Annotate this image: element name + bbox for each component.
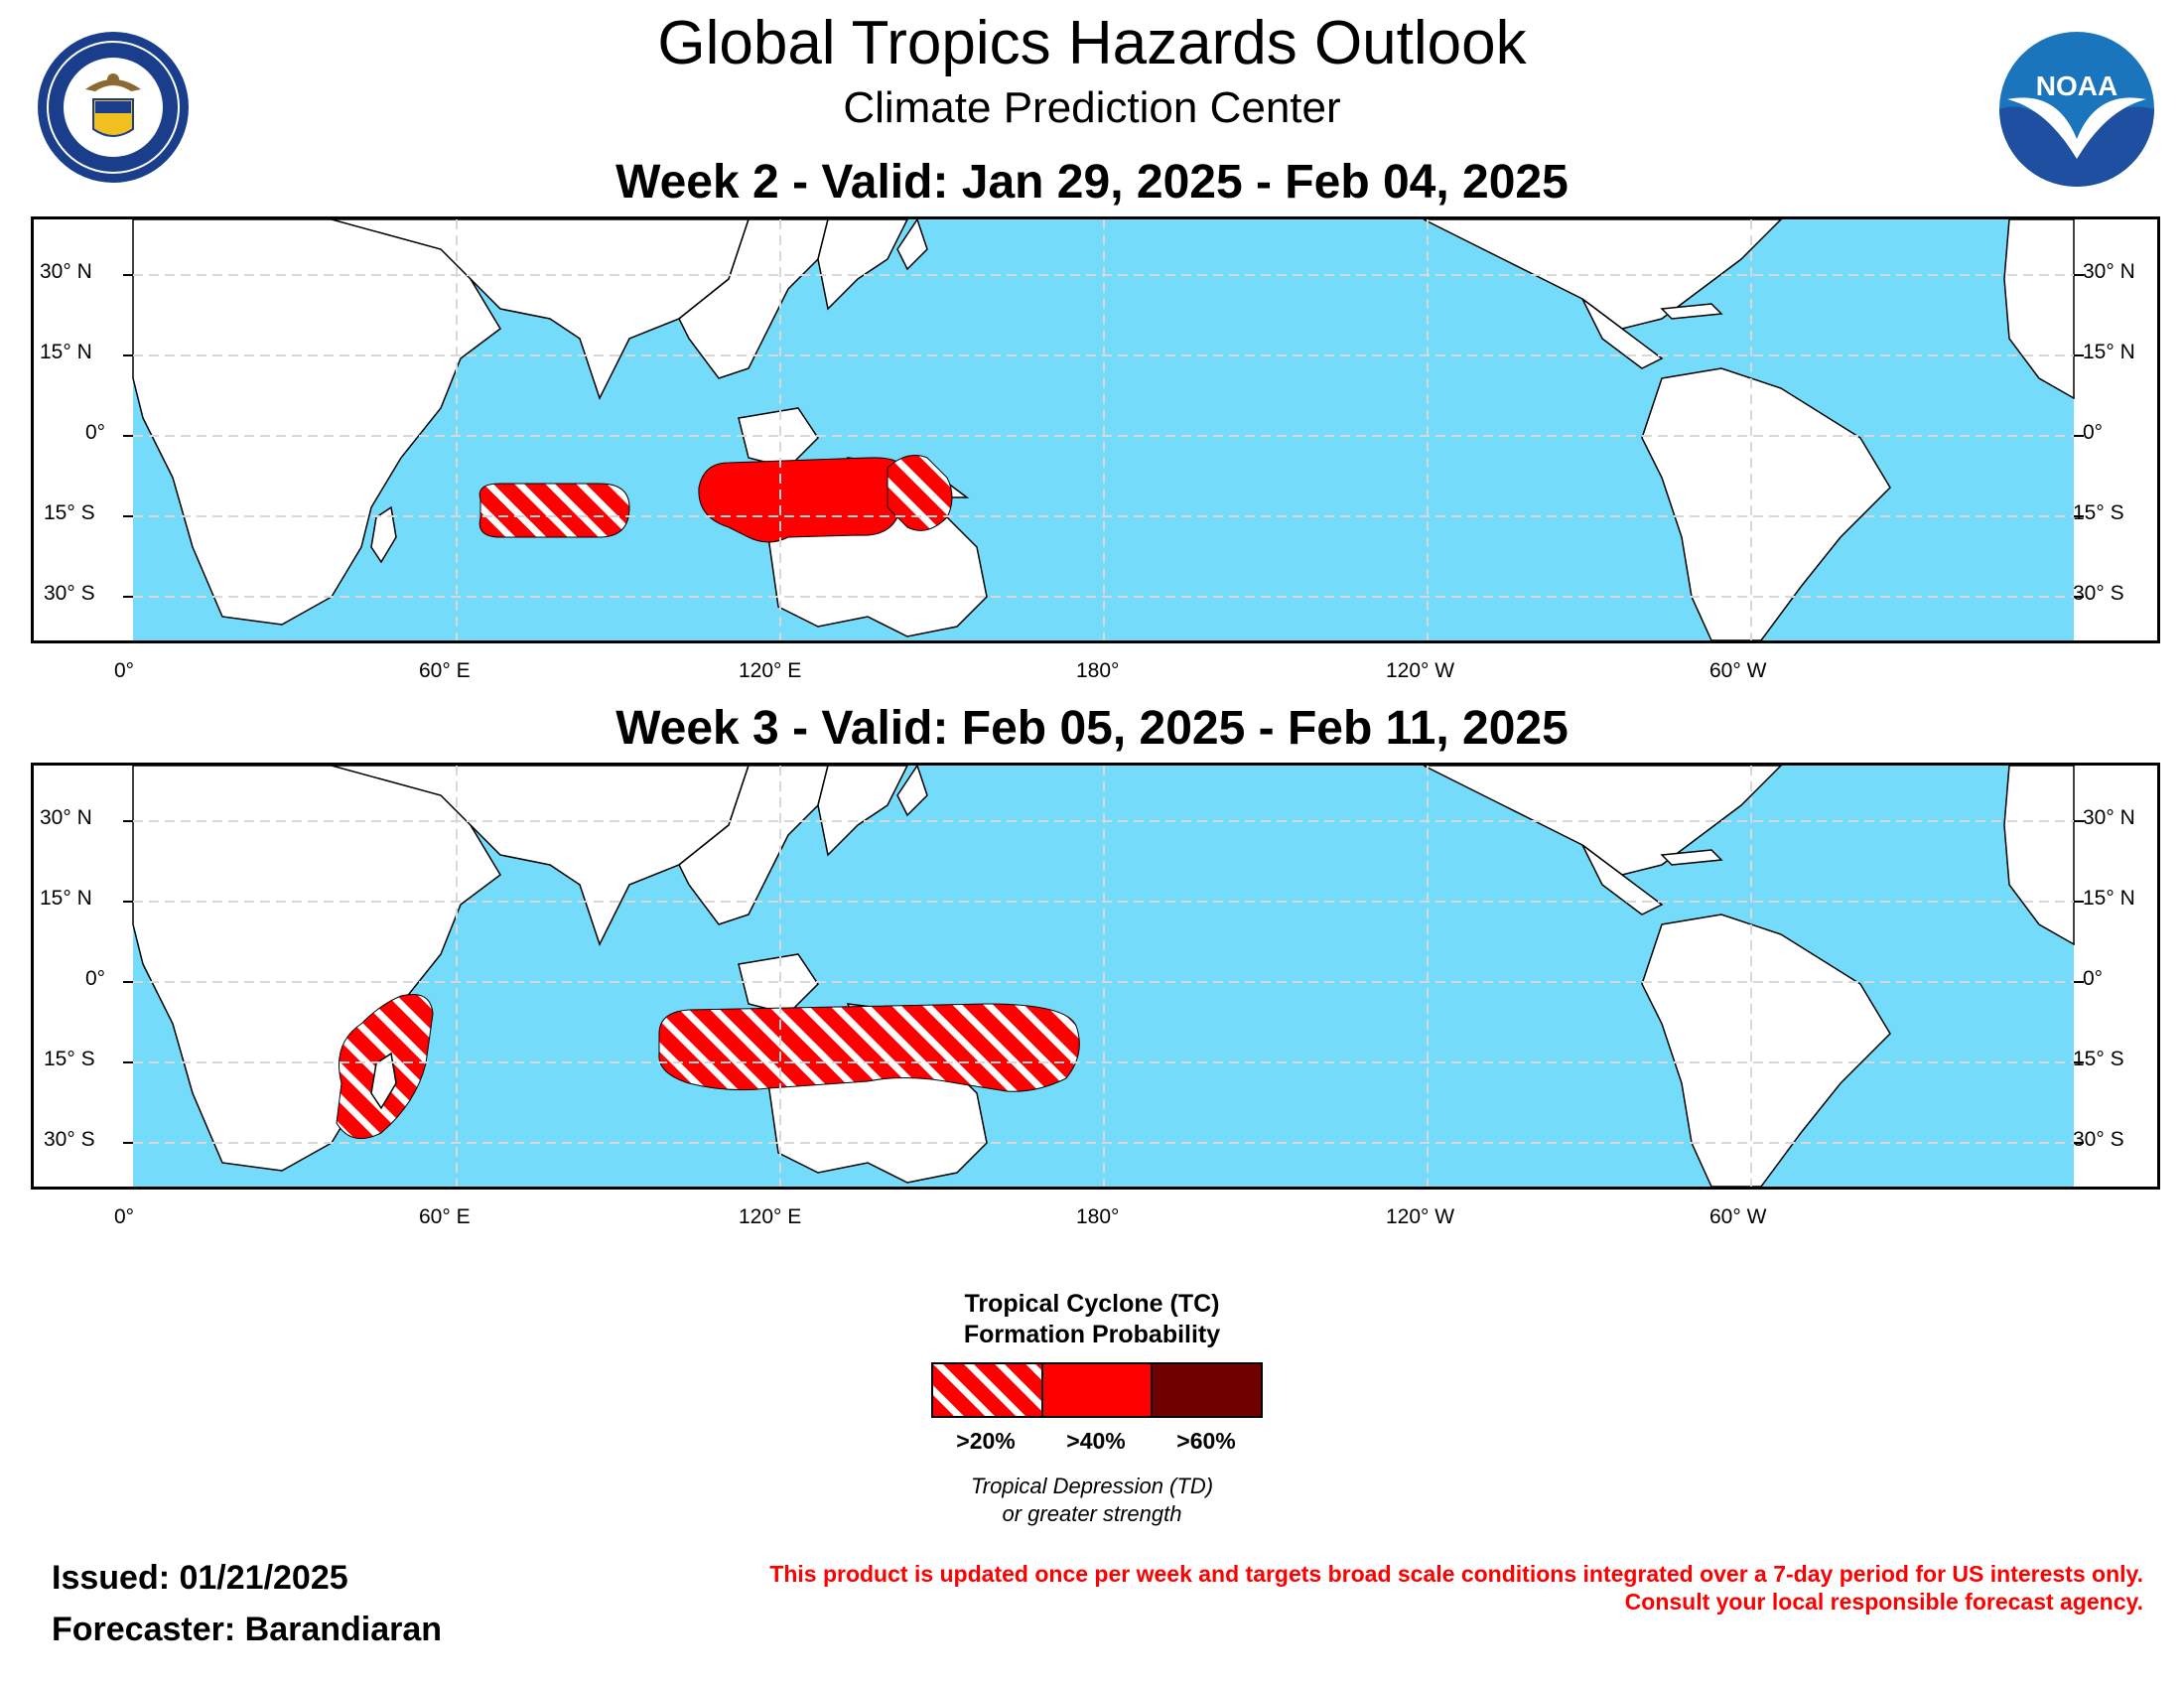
week3-lat-left-label: 15° S xyxy=(44,1048,95,1070)
doc-seal-icon xyxy=(36,30,191,185)
week2-lat-right-label: 15° S xyxy=(2073,501,2124,524)
week2-hazard-nw-australia xyxy=(698,457,908,543)
legend-color-bar xyxy=(931,1362,1263,1418)
week3-hazard-australia-coral xyxy=(658,1003,1080,1092)
week2-lat-left-label: 30° S xyxy=(44,582,95,605)
legend-label-20: >20% xyxy=(956,1428,1016,1454)
week2-lat-left-label: 15° N xyxy=(40,341,92,363)
week3-lat-right-label: 30° N xyxy=(2083,806,2135,829)
week3-lat-right-label: 0° xyxy=(2083,967,2104,990)
week2-lat-left-label: 0° xyxy=(85,421,106,444)
week3-title: Week 3 - Valid: Feb 05, 2025 - Feb 11, 2… xyxy=(615,702,1569,755)
week2-lon-label: 120° W xyxy=(1386,659,1455,682)
week2-lat-left-label: 15° S xyxy=(44,501,95,524)
week3-lon-label: 120° E xyxy=(739,1205,802,1228)
legend-title-line2: Formation Probability xyxy=(963,1321,1221,1348)
week2-lat-right-label: 30° N xyxy=(2083,260,2135,283)
week2-lon-label: 60° W xyxy=(1709,659,1767,682)
week2-lat-right-label: 30° S xyxy=(2073,582,2124,605)
week2-lat-right-label: 0° xyxy=(2083,421,2104,444)
legend-swatch-20 xyxy=(933,1364,1042,1416)
page-title: Global Tropics Hazards Outlook xyxy=(657,9,1527,77)
issued-date: Issued: 01/21/2025 xyxy=(52,1559,348,1597)
legend-note-line1: Tropical Depression (TD) xyxy=(970,1474,1214,1498)
legend-title-line1: Tropical Cyclone (TC) xyxy=(964,1290,1220,1318)
week3-lat-left-label: 30° N xyxy=(40,806,92,829)
week3-lon-label: 60° E xyxy=(419,1205,471,1228)
week3-lon-label: 60° W xyxy=(1709,1205,1767,1228)
week2-title: Week 2 - Valid: Jan 29, 2025 - Feb 04, 2… xyxy=(615,156,1569,209)
week3-lat-right-label: 15° N xyxy=(2083,887,2135,910)
week2-lat-left-label: 30° N xyxy=(40,260,92,283)
legend-swatch-60 xyxy=(1152,1364,1261,1416)
week2-map-svg xyxy=(123,219,2084,640)
noaa-logo-text: NOAA xyxy=(2036,70,2117,101)
week3-lon-label: 0° xyxy=(114,1205,135,1228)
week3-lat-left-label: 0° xyxy=(85,967,106,990)
legend-swatch-40 xyxy=(1042,1364,1152,1416)
week3-lat-left-label: 15° N xyxy=(40,887,92,910)
week3-lat-right-label: 30° S xyxy=(2073,1128,2124,1151)
forecaster-name: Forecaster: Barandiaran xyxy=(52,1611,443,1648)
week3-map-svg xyxy=(123,766,2084,1187)
week2-hazard-south-indian xyxy=(478,483,630,538)
legend-title: Tropical Cyclone (TC) Formation Probabil… xyxy=(814,1289,1370,1350)
week3-lon-label: 180° xyxy=(1076,1205,1120,1228)
noaa-logo-icon: NOAA xyxy=(1997,30,2156,189)
legend-note: Tropical Depression (TD) or greater stre… xyxy=(814,1473,1370,1528)
week3-lat-left-label: 30° S xyxy=(44,1128,95,1151)
week3-map xyxy=(31,763,2160,1190)
week2-lon-label: 180° xyxy=(1076,659,1120,682)
legend-label-60: >60% xyxy=(1176,1428,1236,1454)
disclaimer-line2: Consult your local responsible forecast … xyxy=(1624,1589,2143,1615)
week2-hazard-carpentaria xyxy=(887,455,953,531)
week3-lat-right-label: 15° S xyxy=(2073,1048,2124,1070)
week2-map xyxy=(31,216,2160,643)
week2-lon-label: 60° E xyxy=(419,659,471,682)
week2-lon-label: 120° E xyxy=(739,659,802,682)
legend-label-40: >40% xyxy=(1066,1428,1126,1454)
disclaimer: This product is updated once per week an… xyxy=(555,1560,2143,1616)
disclaimer-line1: This product is updated once per week an… xyxy=(769,1561,2143,1587)
week3-lon-label: 120° W xyxy=(1386,1205,1455,1228)
week2-lat-right-label: 15° N xyxy=(2083,341,2135,363)
page-subtitle: Climate Prediction Center xyxy=(843,83,1341,132)
legend-note-line2: or greater strength xyxy=(1002,1501,1182,1526)
week2-lon-label: 0° xyxy=(114,659,135,682)
